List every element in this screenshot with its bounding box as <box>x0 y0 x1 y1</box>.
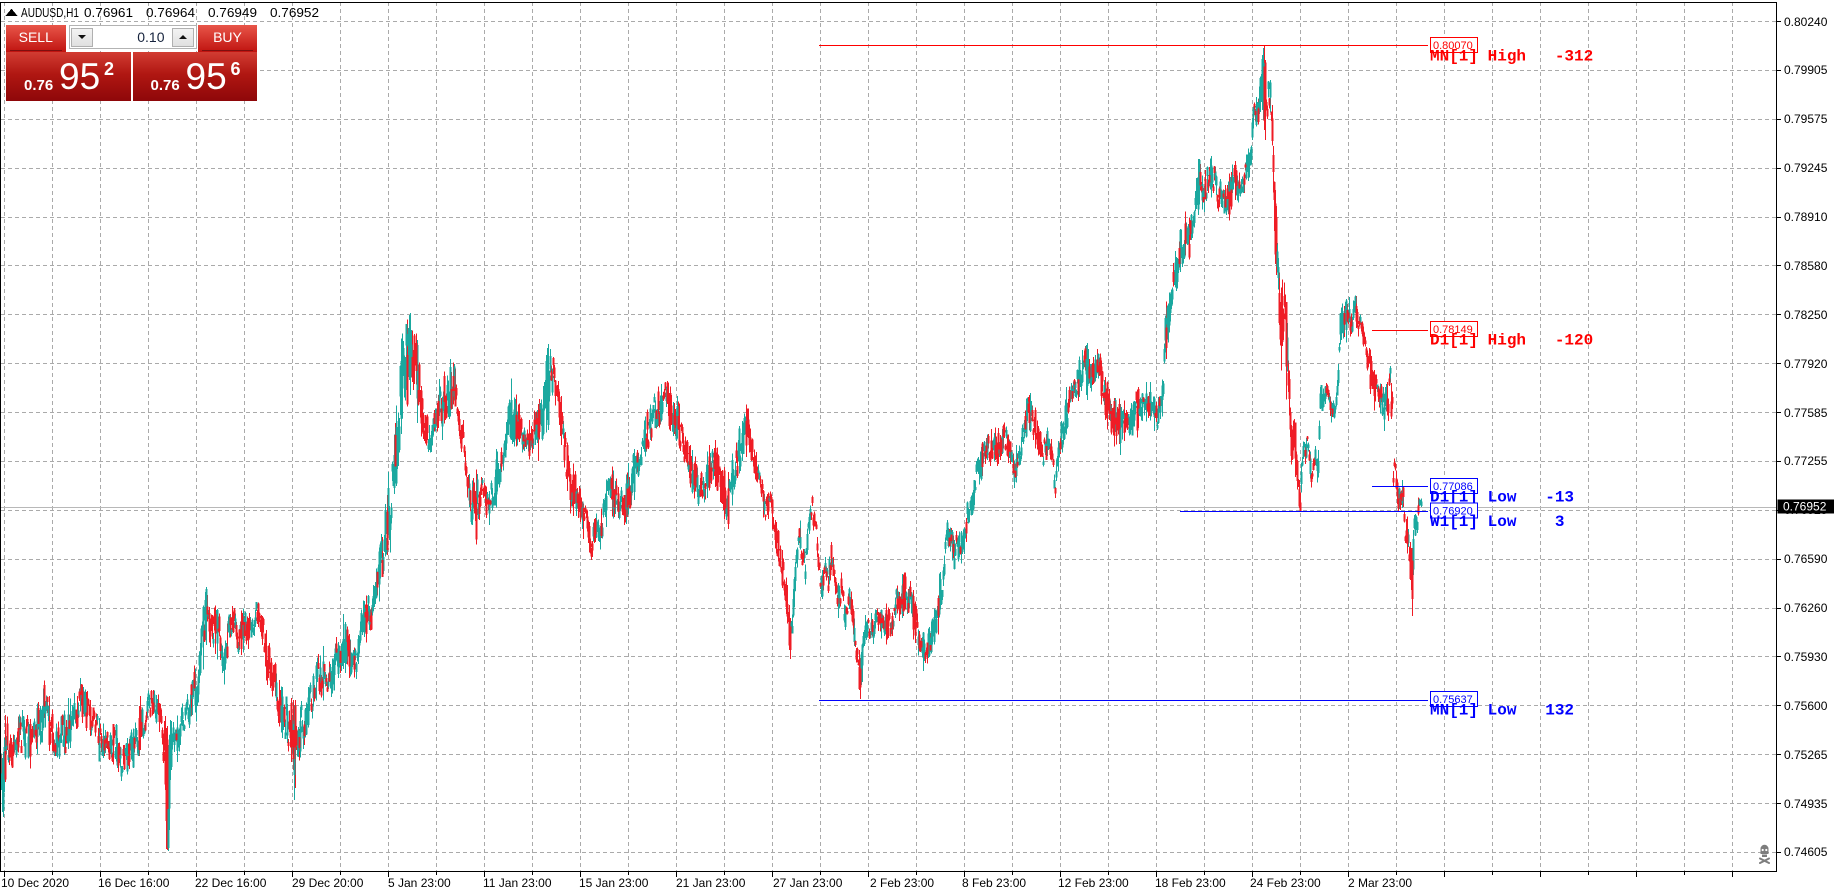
svg-text:5 Jan 23:00: 5 Jan 23:00 <box>388 876 451 890</box>
svg-text:AUDUSD,H1: AUDUSD,H1 <box>21 6 79 20</box>
svg-text:0.78580: 0.78580 <box>1784 259 1828 273</box>
svg-text:0.75265: 0.75265 <box>1784 748 1828 762</box>
svg-text:0.79905: 0.79905 <box>1784 63 1828 77</box>
svg-text:15 Jan 23:00: 15 Jan 23:00 <box>579 876 649 890</box>
svg-text:0.76952: 0.76952 <box>270 6 319 20</box>
svg-text:0.76920: 0.76920 <box>1433 505 1473 517</box>
svg-text:0.80240: 0.80240 <box>1784 15 1828 29</box>
svg-text:0.75600: 0.75600 <box>1784 699 1828 713</box>
svg-text:0.75637: 0.75637 <box>1433 694 1473 706</box>
svg-text:0.77255: 0.77255 <box>1784 454 1828 468</box>
svg-text:0.76260: 0.76260 <box>1784 601 1828 615</box>
svg-text:0.75930: 0.75930 <box>1784 650 1828 664</box>
svg-text:D1[1] High -120: D1[1] High -120 <box>1430 332 1593 350</box>
svg-text:0.76964: 0.76964 <box>146 6 195 20</box>
svg-text:0.79575: 0.79575 <box>1784 112 1828 126</box>
svg-text:18 Feb 23:00: 18 Feb 23:00 <box>1155 876 1226 890</box>
svg-text:2 Mar 23:00: 2 Mar 23:00 <box>1348 876 1412 890</box>
svg-text:0.74605: 0.74605 <box>1784 845 1828 859</box>
svg-text:0.76952: 0.76952 <box>1783 500 1827 514</box>
svg-text:16 Dec 16:00: 16 Dec 16:00 <box>98 876 170 890</box>
svg-text:27 Jan 23:00: 27 Jan 23:00 <box>773 876 843 890</box>
svg-text:29 Dec 20:00: 29 Dec 20:00 <box>292 876 364 890</box>
svg-text:MN[1] Low 132: MN[1] Low 132 <box>1430 702 1574 720</box>
svg-text:0.80070: 0.80070 <box>1433 40 1473 52</box>
svg-text:12 Feb 23:00: 12 Feb 23:00 <box>1058 876 1129 890</box>
svg-text:W1[1] Low 3: W1[1] Low 3 <box>1430 513 1564 531</box>
svg-text:2 Feb 23:00: 2 Feb 23:00 <box>870 876 934 890</box>
svg-text:0.78910: 0.78910 <box>1784 210 1828 224</box>
svg-text:0.77086: 0.77086 <box>1433 481 1473 493</box>
svg-text:10 Dec 2020: 10 Dec 2020 <box>1 876 69 890</box>
svg-text:0.74935: 0.74935 <box>1784 797 1828 811</box>
svg-text:D1[1] Low -13: D1[1] Low -13 <box>1430 488 1574 506</box>
svg-text:0.76961: 0.76961 <box>84 6 133 20</box>
svg-text:0.79245: 0.79245 <box>1784 161 1828 175</box>
svg-text:0.76949: 0.76949 <box>208 6 257 20</box>
svg-text:21 Jan 23:00: 21 Jan 23:00 <box>676 876 746 890</box>
svg-text:MN[1] High -312: MN[1] High -312 <box>1430 47 1593 65</box>
svg-text:0.77920: 0.77920 <box>1784 357 1828 371</box>
svg-text:11 Jan 23:00: 11 Jan 23:00 <box>483 876 552 890</box>
svg-text:24 Feb 23:00: 24 Feb 23:00 <box>1250 876 1321 890</box>
svg-text:0.78149: 0.78149 <box>1433 324 1473 336</box>
svg-text:22 Dec 16:00: 22 Dec 16:00 <box>195 876 267 890</box>
svg-text:8 Feb 23:00: 8 Feb 23:00 <box>962 876 1026 890</box>
svg-text:0.78250: 0.78250 <box>1784 308 1828 322</box>
svg-text:0.76590: 0.76590 <box>1784 552 1828 566</box>
svg-text:0.77585: 0.77585 <box>1784 406 1828 420</box>
